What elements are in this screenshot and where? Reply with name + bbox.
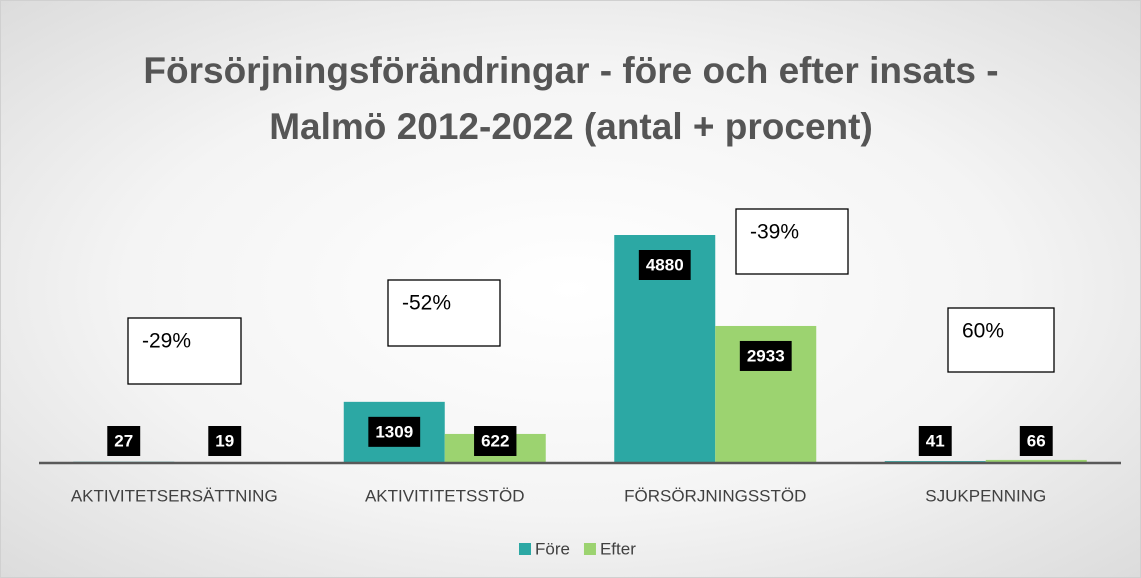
annotation-box [127,317,242,385]
data-label: 19 [208,426,242,456]
data-label-box [1019,426,1053,456]
legend-label: Efter [600,539,636,558]
data-label-box [918,426,952,456]
data-label-text: 27 [114,431,133,450]
data-label-box [368,416,421,447]
annotation-box [947,307,1055,373]
bar [985,459,1087,463]
x-tick-label: AKTIVITETSERSÄTTNING [71,486,278,505]
data-label-box [739,340,792,371]
chart-title: Försörjningsförändringar - före och efte… [143,50,999,147]
data-label: 2933 [739,340,792,371]
legend-label: Före [535,539,570,558]
annotation: 60% [962,320,1004,343]
data-label: 27 [107,426,141,456]
data-label-box [107,426,141,456]
legend-swatch [519,543,531,555]
data-label-box [208,426,242,456]
data-label-text: 41 [926,431,945,450]
data-label-text: 4880 [646,255,684,274]
data-label-box [638,250,691,280]
data-label-box [474,426,517,456]
data-label-text: 622 [481,431,509,450]
x-tick-label: AKTIVITITETSSTÖD [365,486,525,505]
annotation: -52% [402,292,451,315]
x-tick-label: FÖRSÖRJNINGSSTÖD [624,486,806,505]
annotation: -29% [142,330,191,353]
data-label: 4880 [638,250,691,280]
data-label: 66 [1019,426,1053,456]
data-label: 41 [918,426,952,456]
annotation: -39% [750,221,799,244]
data-label-text: 19 [215,431,234,450]
data-label-text: 1309 [375,422,413,441]
annotation-box [735,208,849,275]
data-label-text: 66 [1027,431,1046,450]
data-label-text: 2933 [747,346,785,365]
data-label: 622 [474,426,517,456]
x-tick-label: SJUKPENNING [925,486,1046,505]
legend-swatch [583,543,596,555]
annotation-box [387,279,501,347]
data-label: 1309 [368,416,421,447]
